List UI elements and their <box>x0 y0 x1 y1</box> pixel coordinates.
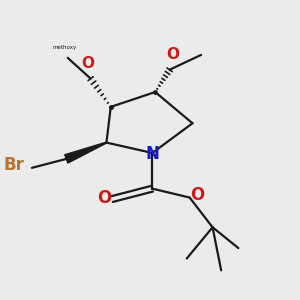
Text: methoxy: methoxy <box>52 47 80 52</box>
Text: O: O <box>97 189 111 207</box>
Text: methoxy: methoxy <box>53 45 77 50</box>
Text: Br: Br <box>4 157 25 175</box>
Text: O: O <box>166 47 179 62</box>
Text: O: O <box>81 56 94 71</box>
Polygon shape <box>65 142 106 163</box>
Text: O: O <box>190 186 204 204</box>
Text: N: N <box>146 146 159 164</box>
